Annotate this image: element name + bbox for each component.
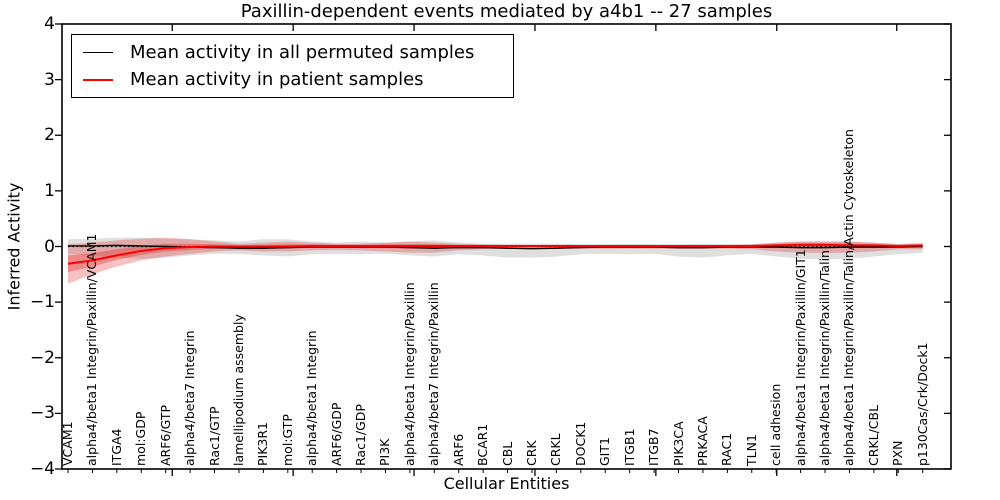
legend-label-patient: Mean activity in patient samples: [130, 69, 424, 90]
x-entity-label: ITGB1: [621, 428, 637, 466]
x-entity-label: ITGA4: [108, 428, 124, 466]
legend-label-permuted: Mean activity in all permuted samples: [130, 42, 475, 63]
x-entity-label: PI3K: [377, 438, 393, 466]
x-entity-label: PRKACA: [694, 416, 710, 466]
x-entity-label: p130Cas/Crk/Dock1: [914, 342, 930, 466]
x-entity-label: ARF6: [450, 433, 466, 466]
y-tick-label: 1: [44, 180, 55, 201]
x-entity-label: alpha4/beta1 Integrin: [304, 330, 320, 466]
x-entity-label: ARF6/GTP: [157, 404, 173, 466]
y-tick-label: 4: [44, 14, 55, 34]
legend: Mean activity in all permuted samples Me…: [71, 34, 514, 98]
x-entity-label: alpha4/beta1 Integrin/Paxillin/GIT1: [792, 249, 808, 466]
x-entity-label: ITGB7: [646, 428, 662, 466]
legend-line-permuted-icon: [83, 52, 113, 53]
x-entity-label: DOCK1: [572, 421, 588, 466]
x-entity-label: lamellipodium assembly: [230, 314, 246, 466]
x-entity-label: alpha4/beta7 Integrin/Paxillin: [426, 282, 442, 466]
legend-entry-patient: Mean activity in patient samples: [72, 66, 513, 93]
chart-title: Paxillin-dependent events mediated by a4…: [240, 1, 773, 22]
x-entity-label: CRKL: [548, 433, 564, 466]
x-entity-label: alpha4/beta1 Integrin/Paxillin: [401, 282, 417, 466]
legend-entry-permuted: Mean activity in all permuted samples: [72, 39, 513, 66]
patient-mean-line: [67, 243, 923, 265]
x-entity-label: PIK3CA: [670, 421, 686, 466]
x-entity-label: Rac1/GTP: [206, 406, 222, 466]
x-entity-label: CBL: [499, 441, 515, 466]
x-entity-label: VCAM1: [60, 421, 75, 466]
x-entity-label: alpha4/beta1 Integrin/Paxillin/Talin: [817, 250, 833, 466]
x-entity-label: mol:GDP: [133, 411, 149, 466]
x-entity-label: alpha4/beta7 Integrin: [182, 330, 198, 466]
x-entity-label: PXN: [890, 440, 906, 466]
x-entity-label: TLN1: [743, 434, 759, 466]
x-entity-label: mol:GTP: [279, 414, 295, 466]
x-entity-label: alpha4/beta1 Integrin/Paxillin/Talin/Act…: [841, 129, 857, 466]
x-entity-label: BCAR1: [475, 423, 491, 466]
y-tick-label: −2: [29, 347, 55, 368]
y-tick-label: 2: [44, 125, 55, 146]
x-entity-label: ARF6/GDP: [328, 402, 344, 466]
x-entity-label: PIK3R1: [255, 421, 271, 466]
y-tick-label: −4: [29, 459, 55, 479]
x-entity-label: CRKL/CBL: [865, 404, 881, 466]
x-entity-label: GIT1: [597, 437, 613, 466]
x-axis-label: Cellular Entities: [443, 474, 570, 493]
x-entity-label: RAC1: [719, 432, 735, 466]
y-tick-label: 3: [44, 69, 55, 90]
x-entity-label: Rac1/GDP: [353, 404, 369, 466]
y-tick-label: −3: [29, 403, 55, 424]
x-entity-label: CRK: [523, 440, 539, 466]
x-entity-label: cell adhesion: [768, 383, 784, 466]
legend-line-patient-icon: [83, 78, 113, 81]
y-tick-label: −1: [29, 292, 55, 313]
patient-samples-spread-outer-band: [68, 237, 923, 284]
x-entity-label: alpha4/beta1 Integrin/Paxillin/VCAM1: [84, 233, 100, 466]
y-tick-label: 0: [44, 236, 55, 257]
